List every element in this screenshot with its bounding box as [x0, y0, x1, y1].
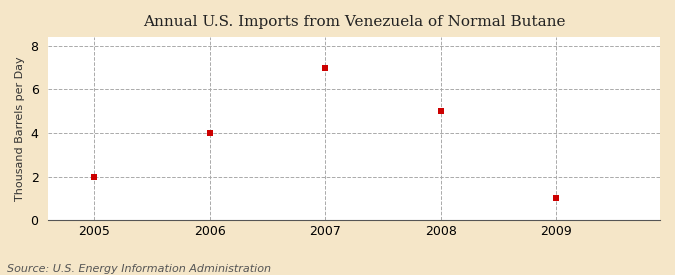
- Point: [89, 174, 100, 179]
- Title: Annual U.S. Imports from Venezuela of Normal Butane: Annual U.S. Imports from Venezuela of No…: [143, 15, 566, 29]
- Point: [320, 65, 331, 70]
- Point: [205, 131, 215, 135]
- Point: [551, 196, 562, 200]
- Text: Source: U.S. Energy Information Administration: Source: U.S. Energy Information Administ…: [7, 264, 271, 274]
- Point: [435, 109, 446, 113]
- Y-axis label: Thousand Barrels per Day: Thousand Barrels per Day: [15, 56, 25, 201]
